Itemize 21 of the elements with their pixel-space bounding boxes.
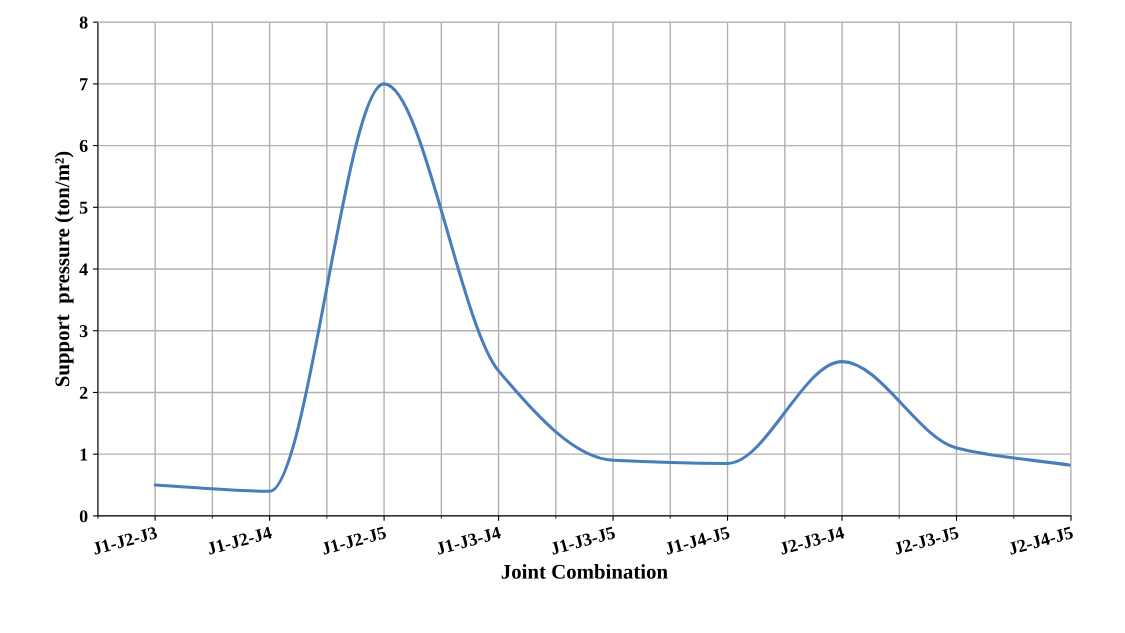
x-tick-label: J2-J4-J5 — [1007, 526, 1074, 555]
x-tick-label: J1-J2-J4 — [206, 526, 273, 555]
y-tick-label: 1 — [80, 448, 88, 461]
x-tick-label: J1-J3-J4 — [435, 526, 502, 555]
y-tick-label: 3 — [79, 325, 88, 338]
y-tick-label: 0 — [79, 510, 88, 523]
x-axis-title: Joint Combination — [501, 564, 668, 579]
y-tick-label: 6 — [79, 139, 88, 153]
x-tick-label: J1-J2-J5 — [321, 526, 387, 555]
y-tick-label: 2 — [79, 386, 88, 399]
x-tick-label: J2-J3-J4 — [779, 526, 845, 555]
line-series — [153, 82, 1071, 493]
y-tick-label: 4 — [79, 263, 88, 276]
x-tick-label: J1-J4-J5 — [664, 526, 731, 555]
y-tick-label: 5 — [79, 201, 88, 214]
x-tick-label: J1-J2-J3 — [92, 526, 158, 555]
y-tick-label: 8 — [79, 16, 88, 29]
y-tick-label: 7 — [80, 78, 88, 91]
x-tick-label: J2-J3-J5 — [893, 526, 960, 555]
x-tick-label: J1-J3-J5 — [550, 526, 616, 555]
y-axis-title: Support pressure (ton/m²) — [54, 151, 74, 387]
